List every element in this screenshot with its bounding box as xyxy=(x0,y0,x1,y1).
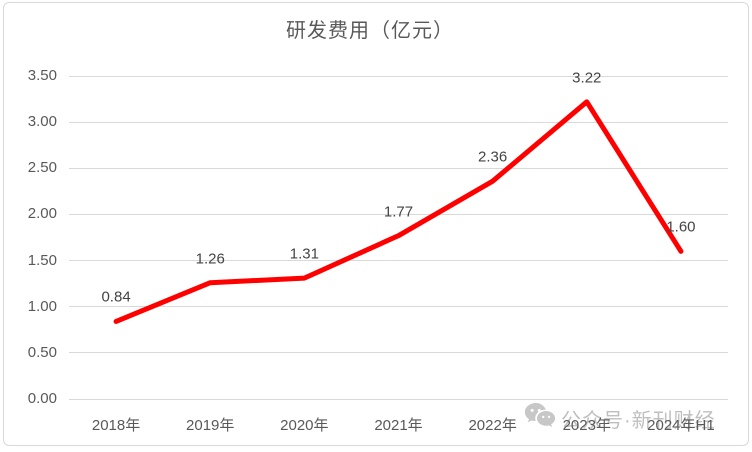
x-axis-label: 2022年 xyxy=(468,417,517,434)
gridline xyxy=(69,306,728,308)
x-axis-label: 2019年 xyxy=(186,417,235,434)
y-tick-label: 1.50 xyxy=(27,251,57,269)
gridline xyxy=(69,121,728,123)
data-label: 0.84 xyxy=(101,288,131,306)
gridline xyxy=(69,167,728,169)
wechat-icon xyxy=(524,402,556,434)
gridline xyxy=(69,352,728,354)
x-axis-label: 2024年H1 xyxy=(647,417,715,434)
y-tick-label: 3.00 xyxy=(27,113,57,131)
data-label: 3.22 xyxy=(572,69,602,87)
y-tick-label: 0.00 xyxy=(27,390,57,407)
watermark-text: 公众号·新刊财经 xyxy=(561,409,716,432)
x-axis-label: 2021年 xyxy=(374,417,423,434)
x-axis-label: 2023年 xyxy=(562,417,611,434)
gridline xyxy=(69,260,728,262)
gridline xyxy=(69,213,728,215)
y-tick-label: 0.50 xyxy=(27,343,57,361)
x-axis-label: 2018年 xyxy=(91,417,141,434)
data-label: 1.26 xyxy=(195,250,225,268)
y-tick-label: 3.50 xyxy=(27,67,57,84)
data-label: 1.31 xyxy=(289,245,319,263)
gridline xyxy=(69,398,728,400)
chart-title: 研发费用（亿元） xyxy=(286,20,454,42)
gridline xyxy=(69,75,728,77)
watermark: 公众号·新刊财经 xyxy=(524,402,716,434)
data-label: 2.36 xyxy=(478,148,508,166)
y-tick-label: 1.00 xyxy=(27,297,57,315)
x-axis-label: 2020年 xyxy=(280,417,329,434)
y-tick-label: 2.00 xyxy=(27,205,57,223)
data-label: 1.60 xyxy=(666,218,696,236)
data-label: 1.77 xyxy=(383,203,414,221)
y-tick-label: 2.50 xyxy=(27,159,57,177)
series-line xyxy=(113,99,684,324)
